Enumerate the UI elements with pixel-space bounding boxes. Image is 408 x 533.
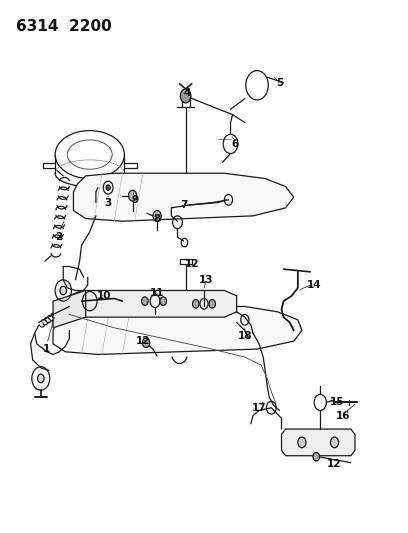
Text: 12: 12: [135, 336, 150, 346]
Polygon shape: [282, 429, 355, 456]
Circle shape: [142, 338, 150, 348]
Circle shape: [142, 297, 148, 305]
Text: 5: 5: [276, 78, 283, 87]
Circle shape: [313, 453, 319, 461]
Text: 4: 4: [184, 88, 191, 98]
Text: 18: 18: [237, 331, 252, 341]
Text: 7: 7: [180, 200, 187, 210]
Circle shape: [160, 297, 166, 305]
Text: 12: 12: [327, 459, 342, 469]
Text: 15: 15: [329, 398, 344, 407]
Text: 1: 1: [43, 344, 51, 354]
Polygon shape: [53, 306, 302, 354]
Text: 17: 17: [252, 403, 266, 413]
Text: 12: 12: [184, 259, 199, 269]
Text: 9: 9: [131, 195, 138, 205]
Text: 10: 10: [97, 291, 111, 301]
Circle shape: [153, 211, 161, 221]
Text: 11: 11: [150, 288, 164, 298]
Circle shape: [193, 300, 199, 308]
Circle shape: [129, 190, 137, 201]
Polygon shape: [73, 173, 294, 221]
Text: 16: 16: [335, 411, 350, 421]
Circle shape: [330, 437, 339, 448]
Circle shape: [298, 437, 306, 448]
Circle shape: [209, 300, 215, 308]
Circle shape: [38, 374, 44, 383]
Text: 3: 3: [104, 198, 112, 207]
Text: 8: 8: [153, 214, 161, 223]
Text: 13: 13: [199, 275, 213, 285]
Polygon shape: [53, 290, 86, 328]
Polygon shape: [69, 290, 237, 317]
Circle shape: [106, 185, 110, 190]
Circle shape: [180, 89, 191, 103]
Text: 14: 14: [307, 280, 322, 290]
Text: 6314  2200: 6314 2200: [16, 19, 112, 34]
Text: 2: 2: [55, 232, 63, 242]
Circle shape: [60, 286, 67, 295]
Text: 6: 6: [231, 139, 238, 149]
